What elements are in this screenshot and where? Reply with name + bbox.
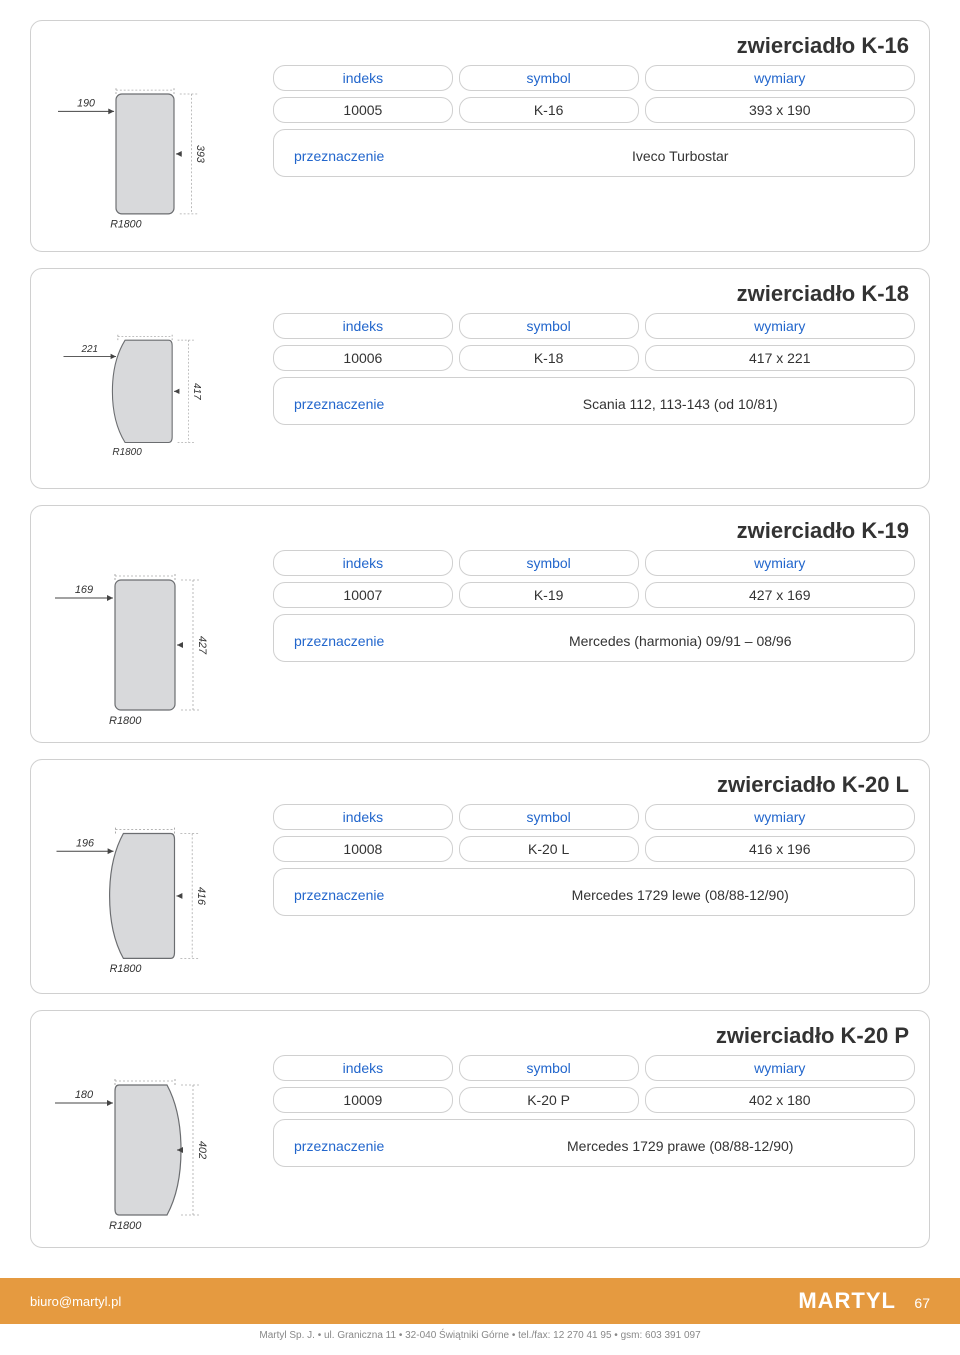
desc-label: przeznaczenie — [286, 394, 458, 414]
footer-email: biuro@martyl.pl — [30, 1294, 121, 1309]
header-index: indeks — [273, 804, 453, 830]
header-index: indeks — [273, 1055, 453, 1081]
product-card: zwierciadło K-20 L 196 416 R1800 indeks … — [30, 759, 930, 994]
product-card: zwierciadło K-20 P 180 402 R1800 indeks … — [30, 1010, 930, 1248]
header-symbol: symbol — [459, 1055, 639, 1081]
svg-text:169: 169 — [75, 584, 93, 596]
card-info: indeks symbol wymiary 10007 K-19 427 x 1… — [273, 550, 915, 662]
cell-index: 10005 — [273, 97, 453, 123]
cell-dims: 393 x 190 — [645, 97, 916, 123]
mirror-diagram: 221 417 R1800 — [45, 313, 245, 476]
cell-index: 10008 — [273, 836, 453, 862]
header-dims: wymiary — [645, 550, 916, 576]
header-symbol: symbol — [459, 804, 639, 830]
cell-symbol: K-20 P — [459, 1087, 639, 1113]
svg-text:393: 393 — [194, 145, 206, 163]
mirror-diagram: 169 427 R1800 — [45, 550, 245, 730]
desc-value: Mercedes 1729 prawe (08/88-12/90) — [458, 1136, 902, 1156]
cell-dims: 416 x 196 — [645, 836, 916, 862]
card-title: zwierciadło K-16 — [45, 33, 915, 59]
cell-dims: 402 x 180 — [645, 1087, 916, 1113]
cell-dims: 427 x 169 — [645, 582, 916, 608]
cell-index: 10009 — [273, 1087, 453, 1113]
card-title: zwierciadło K-18 — [45, 281, 915, 307]
card-info: indeks symbol wymiary 10005 K-16 393 x 1… — [273, 65, 915, 177]
svg-text:R1800: R1800 — [109, 715, 142, 727]
desc-label: przeznaczenie — [286, 1136, 458, 1156]
cell-symbol: K-18 — [459, 345, 639, 371]
cell-symbol: K-19 — [459, 582, 639, 608]
header-symbol: symbol — [459, 550, 639, 576]
svg-text:221: 221 — [80, 344, 98, 355]
svg-text:180: 180 — [75, 1089, 94, 1101]
desc-value: Mercedes (harmonia) 09/91 – 08/96 — [458, 631, 902, 651]
desc-label: przeznaczenie — [286, 885, 458, 905]
cell-symbol: K-20 L — [459, 836, 639, 862]
header-symbol: symbol — [459, 65, 639, 91]
mirror-diagram: 196 416 R1800 — [45, 804, 245, 981]
mirror-diagram: 180 402 R1800 — [45, 1055, 245, 1235]
svg-text:R1800: R1800 — [109, 1220, 142, 1232]
footer-sub: Martyl Sp. J. • ul. Graniczna 11 • 32-04… — [30, 1324, 930, 1355]
header-dims: wymiary — [645, 1055, 916, 1081]
product-card: zwierciadło K-16 190 393 R1800 indeks sy… — [30, 20, 930, 252]
svg-text:417: 417 — [191, 383, 202, 400]
card-info: indeks symbol wymiary 10009 K-20 P 402 x… — [273, 1055, 915, 1167]
desc-label: przeznaczenie — [286, 631, 458, 651]
product-card: zwierciadło K-18 221 417 R1800 indeks sy… — [30, 268, 930, 489]
cell-symbol: K-16 — [459, 97, 639, 123]
cell-index: 10006 — [273, 345, 453, 371]
card-title: zwierciadło K-20 L — [45, 772, 915, 798]
card-info: indeks symbol wymiary 10008 K-20 L 416 x… — [273, 804, 915, 916]
svg-text:416: 416 — [195, 887, 207, 905]
svg-text:R1800: R1800 — [110, 963, 142, 975]
footer-page: 67 — [914, 1295, 930, 1311]
cell-dims: 417 x 221 — [645, 345, 916, 371]
product-card: zwierciadło K-19 169 427 R1800 indeks sy… — [30, 505, 930, 743]
desc-label: przeznaczenie — [286, 146, 458, 166]
svg-text:190: 190 — [77, 98, 95, 110]
card-info: indeks symbol wymiary 10006 K-18 417 x 2… — [273, 313, 915, 425]
desc-value: Iveco Turbostar — [458, 146, 902, 166]
desc-value: Scania 112, 113-143 (od 10/81) — [458, 394, 902, 414]
card-title: zwierciadło K-19 — [45, 518, 915, 544]
header-dims: wymiary — [645, 65, 916, 91]
mirror-diagram: 190 393 R1800 — [45, 65, 245, 239]
cell-index: 10007 — [273, 582, 453, 608]
header-index: indeks — [273, 550, 453, 576]
header-index: indeks — [273, 313, 453, 339]
page-footer: biuro@martyl.pl MARTYL 67 — [0, 1278, 960, 1324]
footer-brand: MARTYL — [798, 1288, 896, 1313]
desc-value: Mercedes 1729 lewe (08/88-12/90) — [458, 885, 902, 905]
svg-text:R1800: R1800 — [112, 447, 142, 458]
svg-text:196: 196 — [76, 837, 94, 849]
header-dims: wymiary — [645, 313, 916, 339]
header-dims: wymiary — [645, 804, 916, 830]
header-symbol: symbol — [459, 313, 639, 339]
svg-text:427: 427 — [196, 636, 208, 655]
svg-text:R1800: R1800 — [110, 218, 141, 230]
header-index: indeks — [273, 65, 453, 91]
card-title: zwierciadło K-20 P — [45, 1023, 915, 1049]
svg-text:402: 402 — [196, 1141, 208, 1159]
